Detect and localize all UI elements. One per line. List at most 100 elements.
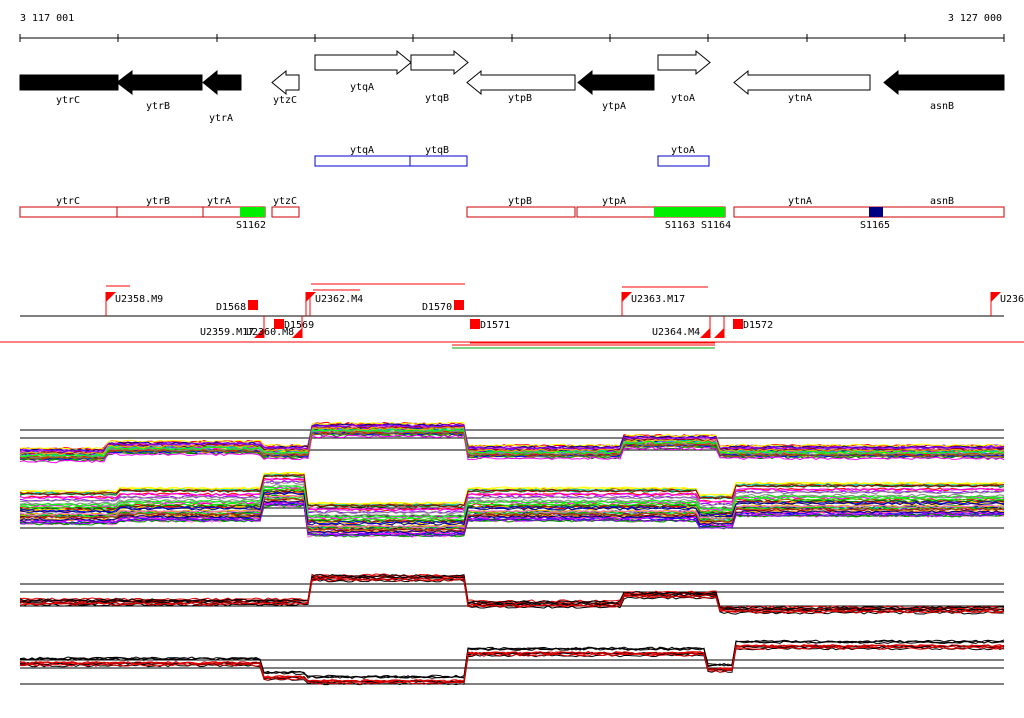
minus-strand-track: ytrC ytrB ytrA ytzC ytpB ytpA ytnA asnB … — [19, 196, 1005, 231]
feature-label-U2359: U2359.M17 — [200, 327, 254, 338]
plus-box-ytoA[interactable] — [657, 155, 710, 167]
gene-arrow-ytqB[interactable] — [410, 49, 469, 76]
feature-track: U2358.M9 U2362.M4 U2363.M17 U236 — [0, 283, 1024, 349]
profile-2-line-37 — [19, 480, 1005, 515]
marker-label-D1568: D1568 — [216, 302, 246, 313]
profile-2-line-28 — [19, 500, 1005, 534]
gene-label-ytnA: ytnA — [788, 93, 812, 104]
marker-label-D1569: D1569 — [284, 320, 314, 331]
profile-4-line-8 — [19, 639, 1005, 679]
marker-D1568[interactable]: D1568 — [216, 300, 258, 313]
minus-label-ytnA: ytnA — [788, 196, 812, 207]
plus-box-ytqA[interactable] — [314, 155, 411, 167]
profile-1-line-39 — [19, 431, 1004, 460]
gene-arrow-ytnA[interactable] — [733, 69, 871, 96]
plus-label-ytqA: ytqA — [350, 145, 374, 156]
feature-label-U2360: U2360.M8 — [246, 327, 294, 338]
profile-2-line-42 — [19, 471, 1005, 505]
gene-arrow-ytpB[interactable] — [466, 69, 576, 96]
gene-arrow-ytrC[interactable] — [19, 74, 119, 91]
marker-D1569[interactable]: D1569 — [274, 319, 314, 331]
minus-label-ytzC: ytzC — [273, 196, 297, 207]
minus-box-ytpB[interactable] — [466, 206, 576, 218]
profile-2-line-7 — [19, 485, 1005, 519]
profile-3-line-8 — [19, 574, 1005, 610]
marker-D1571[interactable]: D1571 — [470, 319, 510, 331]
minus-label-ytpB: ytpB — [508, 196, 532, 207]
gene-label-ytrB: ytrB — [146, 101, 170, 112]
profile-panel-2 — [19, 471, 1005, 538]
gene-label-asnB: asnB — [930, 101, 954, 112]
profile-1-line-37 — [19, 430, 1005, 459]
minus-label-ytrC: ytrC — [56, 196, 80, 207]
marker-label-D1571: D1571 — [480, 320, 510, 331]
plus-label-ytqB: ytqB — [425, 145, 449, 156]
coordinate-ruler — [19, 34, 1005, 42]
gene-label-ytrA: ytrA — [209, 113, 233, 124]
marker-D1570[interactable]: D1570 — [422, 300, 464, 313]
profile-2-line-38 — [19, 485, 1005, 519]
profile-3-line-9 — [19, 577, 1005, 613]
gene-arrow-asnB[interactable] — [883, 69, 1005, 96]
profile-panel-3 — [19, 573, 1005, 615]
site-S1165[interactable] — [869, 207, 883, 217]
gene-label-ytpA: ytpA — [602, 101, 626, 112]
feature-flag-U2362[interactable]: U2362.M4 — [305, 292, 363, 316]
profile-4-line-0 — [19, 640, 1004, 679]
marker-D1572[interactable]: D1572 — [733, 319, 773, 331]
minus-label-ytrB: ytrB — [146, 196, 170, 207]
feature-flag-U2359[interactable]: U2359.M17 — [200, 316, 265, 338]
minus-label-ytrA: ytrA — [207, 196, 231, 207]
feature-flag-U2358[interactable]: U2358.M9 — [105, 292, 163, 316]
profile-1-line-27 — [19, 421, 1005, 451]
profile-panel-4 — [19, 639, 1005, 686]
profile-2-line-36 — [19, 503, 1005, 537]
feature-flag-U2364[interactable]: U2364.M4 — [652, 316, 725, 338]
minus-box-ytrC[interactable] — [19, 206, 118, 218]
profile-2-line-30 — [19, 477, 1005, 512]
gene-arrow-ytpA[interactable] — [577, 69, 655, 96]
profile-2-line-39 — [19, 497, 1005, 531]
gene-label-ytrC: ytrC — [56, 95, 80, 106]
minus-box-ytzC[interactable] — [271, 206, 300, 218]
gene-arrow-ytrA[interactable] — [202, 69, 242, 96]
gene-arrow-ytoA[interactable] — [657, 49, 711, 76]
minus-label-ytpA: ytpA — [602, 196, 626, 207]
feature-label-U2364: U2364.M4 — [652, 327, 700, 338]
minus-label-asnB: asnB — [930, 196, 954, 207]
profile-3-line-6 — [19, 576, 1005, 612]
profile-1-line-38 — [19, 428, 1005, 458]
profile-1-line-33 — [19, 434, 1005, 464]
feature-label-U2358: U2358.M9 — [115, 294, 163, 305]
profile-4-line-4 — [19, 640, 1005, 679]
end-coordinate: 3 127 000 — [947, 13, 1002, 24]
profile-panel-1 — [19, 421, 1005, 464]
marker-label-D1570: D1570 — [422, 302, 452, 313]
feature-flag-U2363[interactable]: U2363.M17 — [621, 292, 685, 316]
profile-4-line-7 — [19, 646, 1005, 685]
gene-arrow-ytzC[interactable] — [271, 69, 300, 96]
gene-label-ytqA: ytqA — [350, 82, 374, 93]
profile-2-line-32 — [19, 491, 1005, 525]
feature-label-U2362: U2362.M4 — [315, 294, 363, 305]
site-S1162[interactable] — [240, 207, 265, 217]
gene-label-ytqB: ytqB — [425, 93, 449, 104]
plus-strand-track: ytqA ytqB ytoA — [314, 145, 710, 167]
feature-flag-U2360[interactable]: U2360.M8 — [246, 316, 303, 338]
profile-4-line-9 — [19, 643, 1005, 683]
site-label-S1163-S1164: S1163 S1164 — [665, 220, 731, 231]
gene-arrow-ytrB[interactable] — [116, 69, 203, 96]
gene-arrow-track: ytrC ytrB ytrA ytzC ytqA ytqB ytpB ytpA — [19, 49, 1005, 124]
profile-2-line-43 — [19, 491, 1005, 526]
site-label-S1162: S1162 — [236, 220, 266, 231]
feature-flag-U236[interactable]: U236 — [990, 292, 1024, 316]
site-S1163-S1164[interactable] — [654, 207, 725, 217]
gene-label-ytoA: ytoA — [671, 93, 695, 104]
profile-1-line-36 — [19, 424, 1005, 453]
minus-box-ytrB[interactable] — [116, 206, 204, 218]
plus-box-ytqB[interactable] — [409, 155, 468, 167]
gene-arrow-ytqA[interactable] — [314, 49, 412, 76]
gene-label-ytzC: ytzC — [273, 95, 297, 106]
